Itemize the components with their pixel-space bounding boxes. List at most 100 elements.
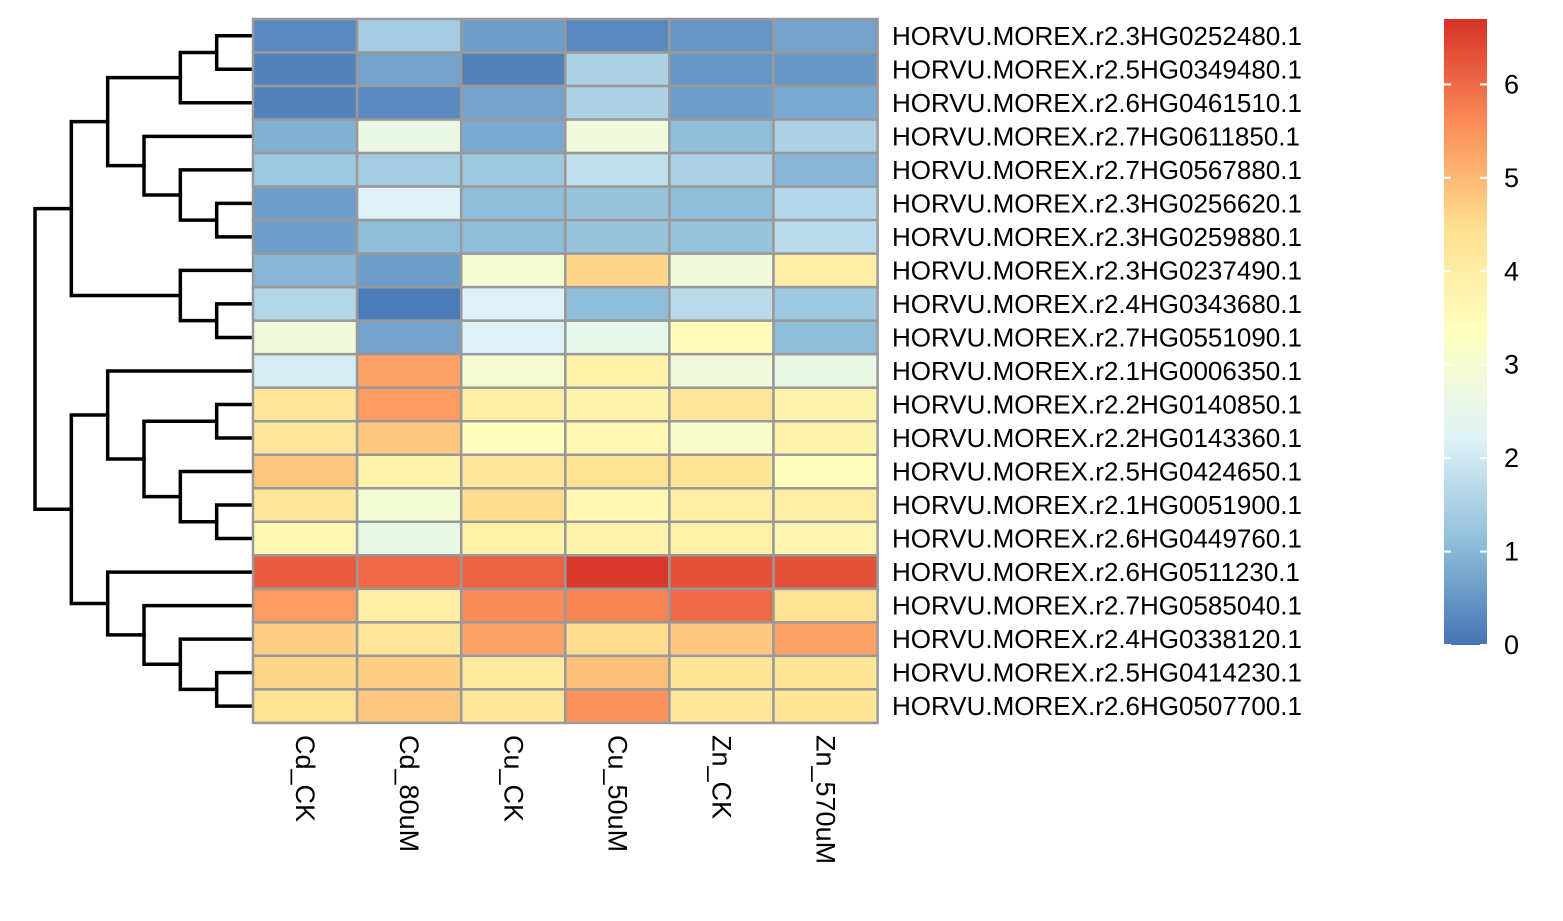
heatmap-cell-r0-c3 <box>564 17 671 54</box>
heatmap-cell-r12-c3 <box>564 419 671 457</box>
heatmap-cell-r11-c5 <box>772 386 879 423</box>
column-label: Cu_CK <box>498 735 528 822</box>
heatmap-cell-r6-c3 <box>564 218 671 255</box>
heatmap-cell-r3-c4 <box>668 118 775 155</box>
heatmap-cell-r7-c4 <box>668 252 775 289</box>
legend-tick-label: 2 <box>1504 443 1519 473</box>
heatmap-cell-r14-c0 <box>251 487 359 524</box>
heatmap-cell-r19-c3 <box>564 654 671 691</box>
heatmap-cell-r13-c4 <box>668 453 775 490</box>
heatmap-cell-r8-c0 <box>251 285 359 322</box>
heatmap-cell-r16-c4 <box>668 554 775 591</box>
heatmap-cell-r3-c0 <box>251 118 359 155</box>
heatmap-cell-r5-c1 <box>355 185 463 222</box>
row-label: HORVU.MOREX.r2.1HG0051900.1 <box>892 490 1302 520</box>
heatmap-cell-r10-c1 <box>355 352 463 389</box>
heatmap-cell-r9-c2 <box>459 319 567 356</box>
dendrogram-branch <box>214 201 255 239</box>
dendrogram-branch <box>214 670 255 708</box>
heatmap-cell-r13-c5 <box>772 453 879 490</box>
heatmap-cell-r7-c0 <box>251 252 359 289</box>
heatmap-cell-r6-c4 <box>668 218 775 255</box>
heatmap-cell-r10-c0 <box>251 352 359 389</box>
heatmap-cell-r12-c5 <box>772 419 879 457</box>
row-label: HORVU.MOREX.r2.6HG0511230.1 <box>892 557 1300 587</box>
heatmap-cell-r11-c1 <box>355 386 463 423</box>
heatmap-cell-r5-c4 <box>668 185 775 222</box>
row-label: HORVU.MOREX.r2.4HG0338120.1 <box>892 624 1302 654</box>
heatmap-cell-r19-c5 <box>772 654 879 691</box>
dendrogram-branch <box>69 413 110 606</box>
heatmap-cell-r12-c1 <box>355 419 463 457</box>
column-label: Zn_CK <box>706 735 736 819</box>
heatmap-cell-r17-c1 <box>355 587 463 624</box>
row-dendrogram <box>33 34 255 708</box>
heatmap-cell-r19-c0 <box>251 654 359 691</box>
row-label: HORVU.MOREX.r2.3HG0259880.1 <box>892 222 1302 252</box>
column-label: Cu_50uM <box>602 735 632 852</box>
heatmap-cell-r17-c3 <box>564 587 671 624</box>
heatmap-cell-r15-c5 <box>772 520 879 557</box>
heatmap-cell-r3-c5 <box>772 118 879 155</box>
heatmap-cell-r8-c1 <box>355 285 463 322</box>
heatmap-cell-r7-c3 <box>564 252 671 289</box>
heatmap-cell-r0-c2 <box>459 17 567 54</box>
heatmap-cell-r10-c2 <box>459 352 567 389</box>
row-label: HORVU.MOREX.r2.3HG0252480.1 <box>892 21 1302 51</box>
dendrogram-branch <box>69 119 183 298</box>
row-label: HORVU.MOREX.r2.7HG0611850.1 <box>892 121 1300 151</box>
heatmap-cell-r4-c4 <box>668 151 775 188</box>
heatmap-cell-r20-c2 <box>459 688 567 725</box>
heatmap-cell-r9-c0 <box>251 319 359 356</box>
heatmap-cell-r14-c1 <box>355 487 463 524</box>
heatmap-cell-r4-c0 <box>251 151 359 188</box>
heatmap-cell-r11-c0 <box>251 386 359 423</box>
heatmap-cell-r1-c3 <box>564 51 671 88</box>
heatmap-cell-r14-c2 <box>459 487 567 524</box>
heatmap-cell-r9-c5 <box>772 319 879 356</box>
heatmap-cell-r11-c4 <box>668 386 775 423</box>
legend-tick-label: 6 <box>1504 69 1519 99</box>
heatmap-cell-r3-c1 <box>355 118 463 155</box>
heatmap-cell-r2-c0 <box>251 84 359 121</box>
heatmap-cell-r19-c4 <box>668 654 775 691</box>
row-label: HORVU.MOREX.r2.1HG0006350.1 <box>892 356 1302 386</box>
heatmap-cell-r11-c2 <box>459 386 567 423</box>
heatmap-cell-r16-c1 <box>355 554 463 591</box>
heatmap-cell-r2-c5 <box>772 84 879 121</box>
dendrogram-branch <box>214 402 255 440</box>
legend-tick-label: 1 <box>1504 537 1519 567</box>
heatmap-cell-r5-c3 <box>564 185 671 222</box>
legend-tick-label: 0 <box>1504 630 1519 660</box>
heatmap-cell-r13-c3 <box>564 453 671 490</box>
heatmap-cell-r14-c3 <box>564 487 671 524</box>
row-label: HORVU.MOREX.r2.5HG0349480.1 <box>892 54 1302 84</box>
column-label: Cd_CK <box>290 735 320 822</box>
row-label: HORVU.MOREX.r2.2HG0143360.1 <box>892 423 1302 453</box>
heatmap-cell-r16-c2 <box>459 554 567 591</box>
legend-tick-label: 3 <box>1504 350 1519 380</box>
dendrogram-branch <box>105 570 255 637</box>
legend-color-bar <box>1444 19 1487 645</box>
dendrogram-branch <box>33 206 74 511</box>
column-label: Cd_80uM <box>394 735 424 852</box>
heatmap-cell-r5-c5 <box>772 185 879 222</box>
heatmap-cell-r8-c2 <box>459 285 567 322</box>
row-label: HORVU.MOREX.r2.3HG0237490.1 <box>892 255 1302 285</box>
heatmap-cell-r9-c4 <box>668 319 775 356</box>
heatmap-cell-r12-c0 <box>251 419 359 457</box>
row-label: HORVU.MOREX.r2.4HG0343680.1 <box>892 289 1302 319</box>
heatmap-cell-r6-c1 <box>355 218 463 255</box>
color-legend: 0 1 2 3 4 5 6 <box>1444 19 1519 660</box>
heatmap-cell-r20-c3 <box>564 688 671 725</box>
row-label: HORVU.MOREX.r2.6HG0449760.1 <box>892 524 1302 554</box>
heatmap-cell-r15-c1 <box>355 520 463 557</box>
heatmap-cell-r7-c5 <box>772 252 879 289</box>
heatmap-cell-r12-c4 <box>668 419 775 457</box>
heatmap-cell-r17-c2 <box>459 587 567 624</box>
heatmap-cell-r4-c5 <box>772 151 879 188</box>
heatmap-cell-r1-c4 <box>668 51 775 88</box>
row-label: HORVU.MOREX.r2.5HG0414230.1 <box>892 658 1302 688</box>
heatmap-cell-r13-c2 <box>459 453 567 490</box>
